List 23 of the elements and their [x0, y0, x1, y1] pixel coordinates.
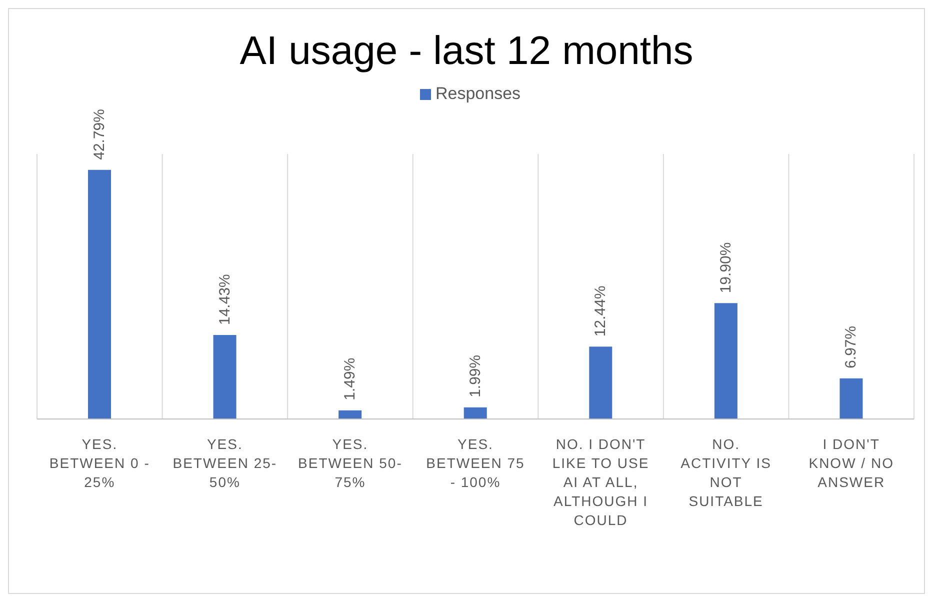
x-tick-label: YES. BETWEEN 50- 75%	[298, 436, 402, 490]
data-label: 14.43%	[216, 274, 234, 325]
chart-title: AI usage - last 12 months	[238, 28, 694, 75]
bar	[338, 410, 362, 419]
bar	[714, 303, 738, 419]
legend-label: Responses	[435, 84, 521, 103]
x-tick-label: NO. I DON'T LIKE TO USE AI AT ALL, ALTHOUGH I COULD	[552, 436, 650, 528]
x-tick-label: YES. BETWEEN 75 - 100%	[426, 436, 525, 490]
data-label: 42.79%	[91, 109, 108, 160]
x-tick-label: YES. BETWEEN 25- 50%	[172, 436, 278, 490]
x-tick-label: I DON'T KNOW / NO ANSWER	[808, 436, 894, 490]
bar	[840, 378, 863, 419]
x-tick-label: YES. BETWEEN 0 - 25%	[49, 436, 150, 490]
x-tick-label: NO. ACTIVITY IS NOT SUITABLE	[680, 436, 772, 509]
bar	[464, 407, 487, 419]
bar	[88, 170, 111, 419]
bar	[589, 346, 612, 419]
data-label: 19.90%	[717, 242, 734, 294]
data-label: 1.49%	[342, 358, 359, 400]
bar	[213, 334, 236, 419]
data-label: 12.44%	[592, 286, 610, 337]
data-label: 6.97%	[842, 326, 860, 368]
data-label: 1.99%	[466, 354, 484, 398]
